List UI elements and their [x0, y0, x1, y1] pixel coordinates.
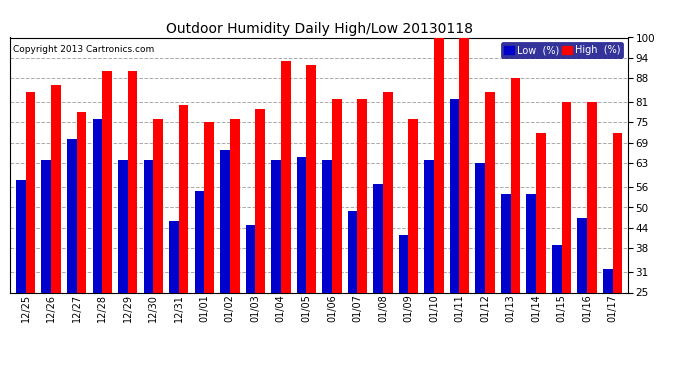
- Bar: [322, 160, 332, 292]
- Bar: [281, 61, 290, 292]
- Bar: [434, 38, 444, 292]
- Bar: [357, 99, 367, 292]
- Bar: [128, 72, 137, 292]
- Bar: [26, 92, 35, 292]
- Bar: [460, 38, 469, 292]
- Bar: [373, 184, 383, 292]
- Bar: [424, 160, 434, 292]
- Bar: [246, 225, 255, 292]
- Bar: [102, 72, 112, 292]
- Bar: [51, 85, 61, 292]
- Bar: [220, 150, 230, 292]
- Bar: [501, 194, 511, 292]
- Bar: [195, 190, 204, 292]
- Bar: [485, 92, 495, 292]
- Bar: [399, 235, 408, 292]
- Bar: [578, 218, 587, 292]
- Bar: [179, 105, 188, 292]
- Bar: [306, 65, 316, 292]
- Bar: [297, 156, 306, 292]
- Bar: [332, 99, 342, 292]
- Bar: [67, 140, 77, 292]
- Bar: [169, 221, 179, 292]
- Bar: [118, 160, 128, 292]
- Legend: Low  (%), High  (%): Low (%), High (%): [501, 42, 623, 58]
- Bar: [41, 160, 51, 292]
- Bar: [408, 119, 418, 292]
- Bar: [383, 92, 393, 292]
- Bar: [92, 119, 102, 292]
- Bar: [230, 119, 239, 292]
- Bar: [587, 102, 597, 292]
- Text: Copyright 2013 Cartronics.com: Copyright 2013 Cartronics.com: [13, 45, 155, 54]
- Bar: [475, 163, 485, 292]
- Bar: [562, 102, 571, 292]
- Bar: [348, 211, 357, 292]
- Bar: [526, 194, 536, 292]
- Bar: [552, 245, 562, 292]
- Bar: [613, 133, 622, 292]
- Bar: [144, 160, 153, 292]
- Bar: [511, 78, 520, 292]
- Title: Outdoor Humidity Daily High/Low 20130118: Outdoor Humidity Daily High/Low 20130118: [166, 22, 473, 36]
- Bar: [16, 180, 26, 292]
- Bar: [255, 109, 265, 292]
- Bar: [77, 112, 86, 292]
- Bar: [204, 123, 214, 292]
- Bar: [271, 160, 281, 292]
- Bar: [603, 269, 613, 292]
- Bar: [450, 99, 460, 292]
- Bar: [536, 133, 546, 292]
- Bar: [153, 119, 163, 292]
